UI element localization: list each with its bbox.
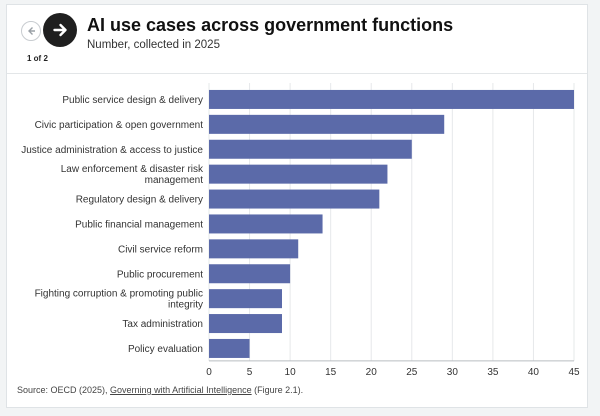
x-tick-label: 5: [247, 367, 253, 378]
x-tick-label: 30: [447, 367, 459, 378]
x-tick-label: 45: [568, 367, 580, 378]
category-label: Public procurement: [117, 269, 203, 280]
bar: [209, 264, 291, 284]
category-label: Public service design & delivery: [62, 95, 203, 106]
x-tick-label: 15: [325, 367, 337, 378]
chart-subtitle: Number, collected in 2025: [87, 39, 220, 51]
next-chart-button[interactable]: [43, 13, 77, 47]
header-divider: [7, 73, 587, 74]
x-tick-label: 25: [406, 367, 418, 378]
bar: [209, 338, 250, 358]
category-label: Regulatory design & delivery: [76, 195, 203, 206]
category-label: Policy evaluation: [128, 344, 203, 355]
bar: [209, 139, 412, 159]
bar: [209, 314, 282, 334]
bar-chart: Public service design & delivery Civic pa…: [21, 83, 580, 378]
page-indicator: 1 of 2: [27, 54, 48, 63]
category-label: Fighting corruption & promoting public: [35, 289, 203, 300]
source-suffix: (Figure 2.1).: [251, 385, 304, 395]
source-note: Source: OECD (2025), Governing with Arti…: [17, 385, 303, 395]
bar: [209, 114, 445, 134]
category-label: Law enforcement & disaster risk: [61, 164, 204, 175]
chart-card: 1 of 2 AI use cases across government fu…: [6, 4, 588, 408]
category-label: Civil service reform: [118, 244, 203, 255]
source-prefix: Source: OECD (2025),: [17, 385, 111, 395]
chart-title: AI use cases across government functions: [87, 15, 454, 35]
x-tick-label: 35: [487, 367, 499, 378]
arrow-right-icon: [53, 23, 67, 37]
bar: [209, 164, 388, 184]
x-tick-label: 10: [285, 367, 297, 378]
category-label: Tax administration: [122, 319, 203, 330]
x-tick-label: 20: [366, 367, 378, 378]
previous-chart-button[interactable]: [21, 21, 41, 41]
arrow-left-icon: [28, 27, 35, 35]
category-label: Justice administration & access to justi…: [21, 145, 203, 156]
source-link[interactable]: Governing with Artificial Intelligence: [110, 385, 252, 395]
category-label: Public financial management: [75, 219, 203, 230]
bar: [209, 239, 299, 259]
x-tick-label: 40: [528, 367, 540, 378]
bar: [209, 214, 323, 234]
x-tick-label: 0: [206, 367, 212, 378]
bar: [209, 289, 282, 309]
category-label: integrity: [168, 300, 203, 311]
bar: [209, 189, 380, 209]
category-label: management: [145, 175, 204, 186]
category-label: Civic participation & open government: [35, 120, 204, 131]
bar: [209, 89, 574, 109]
